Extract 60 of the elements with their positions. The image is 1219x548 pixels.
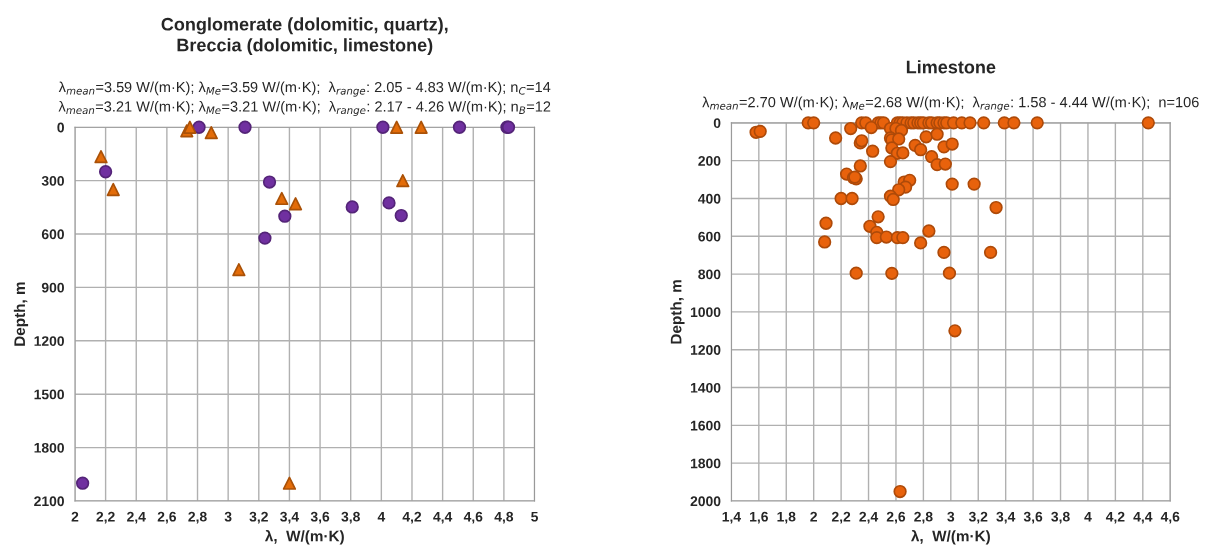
x-tick-label: 3,4 [996, 511, 1016, 524]
x-tick-label: 1,4 [722, 511, 741, 524]
x-tick-label: 3,4 [280, 511, 300, 524]
y-tick-label: 200 [698, 156, 721, 166]
y-tick-label: 600 [41, 229, 64, 240]
y-tick-label: 1800 [34, 442, 64, 453]
x-tick-label: 4,4 [1133, 511, 1153, 524]
chart-title: Conglomerate (dolomitic, quartz), Breccia (dolomitic, limestone) [161, 17, 448, 56]
y-tick-label: 0 [57, 122, 64, 133]
y-tick-label: 1000 [690, 307, 721, 318]
chart-subtitle: λ$_{mean}$=2.70 W/(m·K); λ$_{Me}$=2.68 W/(m·K); λ$_{range}$: 1.58 - 4.44 W/(m·K); n=106 [702, 96, 1199, 112]
y-tick-label: 1400 [690, 382, 721, 393]
x-tick-label: 2,2 [96, 511, 115, 524]
y-tick-label: 2000 [690, 496, 721, 507]
y-axis-title: Depth, m [13, 282, 29, 346]
x-tick-label: 3,2 [249, 511, 268, 524]
x-tick-label: 2,8 [914, 511, 933, 524]
x-tick-label: 2,4 [859, 511, 879, 524]
x-tick-label: 2,4 [127, 511, 146, 524]
x-tick-label: 3,6 [310, 511, 330, 524]
x-tick-label: 4,6 [463, 511, 483, 524]
y-axis-title: Depth, m [670, 280, 685, 344]
x-tick-label: 1,8 [777, 511, 796, 524]
text: λ$_{mean}$=3.59 W/(m·K); λ$_{Me}$=3.59 W/(m·K); λ$_{range}$: 2.05 - 4.83 W/(m·K); n$_{C}$=14 λ$_{mean}$=3.21 W/(m·K); λ$_{Me}$=3.21 W/(m·K); λ$_{range}$: 2.17 - 4.26 W/(m·K); n$_{B}$=12 [58, 81, 551, 117]
x-tick-label: 3,2 [968, 511, 988, 524]
y-tick-label: 1600 [690, 420, 721, 431]
y-tick-label: 1500 [34, 389, 64, 400]
x-tick-label: 4,2 [402, 511, 422, 524]
x-tick-label: 3 [224, 511, 232, 522]
y-tick-label: 0 [713, 118, 721, 129]
y-tick-label: 600 [698, 231, 721, 242]
y-tick-label: 1200 [34, 336, 64, 346]
x-axis-title: λ, W/(m·K) [911, 529, 990, 545]
y-tick-label: 400 [698, 193, 721, 204]
y-tick-label: 2100 [34, 496, 64, 507]
x-tick-label: 3,8 [341, 511, 360, 524]
y-tick-label: 900 [41, 282, 64, 293]
x-tick-label: 3 [947, 511, 955, 522]
x-tick-label: 5 [531, 511, 539, 522]
y-tick-label: 800 [698, 269, 721, 280]
x-tick-label: 4,4 [433, 511, 453, 524]
x-tick-label: 2,6 [886, 511, 906, 524]
x-axis-title: λ, W/(m·K) [264, 529, 344, 545]
chart-title: Limestone [906, 60, 996, 74]
y-tick-label: 300 [41, 175, 64, 186]
x-tick-label: 4,8 [494, 511, 514, 524]
x-tick-label: 1,6 [750, 511, 768, 524]
x-tick-label: 2,6 [157, 511, 177, 524]
x-tick-label: 3,6 [1023, 511, 1043, 524]
x-tick-label: 3,8 [1051, 511, 1070, 524]
x-tick-label: 2 [71, 511, 79, 522]
x-tick-label: 2 [810, 511, 817, 522]
x-tick-label: 4,6 [1160, 511, 1180, 524]
y-tick-label: 1800 [690, 458, 721, 469]
x-tick-label: 2,2 [831, 511, 851, 524]
x-tick-label: 4 [377, 511, 386, 522]
x-tick-label: 2,8 [188, 511, 207, 524]
x-tick-label: 4,2 [1105, 511, 1125, 524]
y-tick-label: 1200 [690, 345, 721, 355]
x-tick-label: 4 [1084, 511, 1092, 522]
